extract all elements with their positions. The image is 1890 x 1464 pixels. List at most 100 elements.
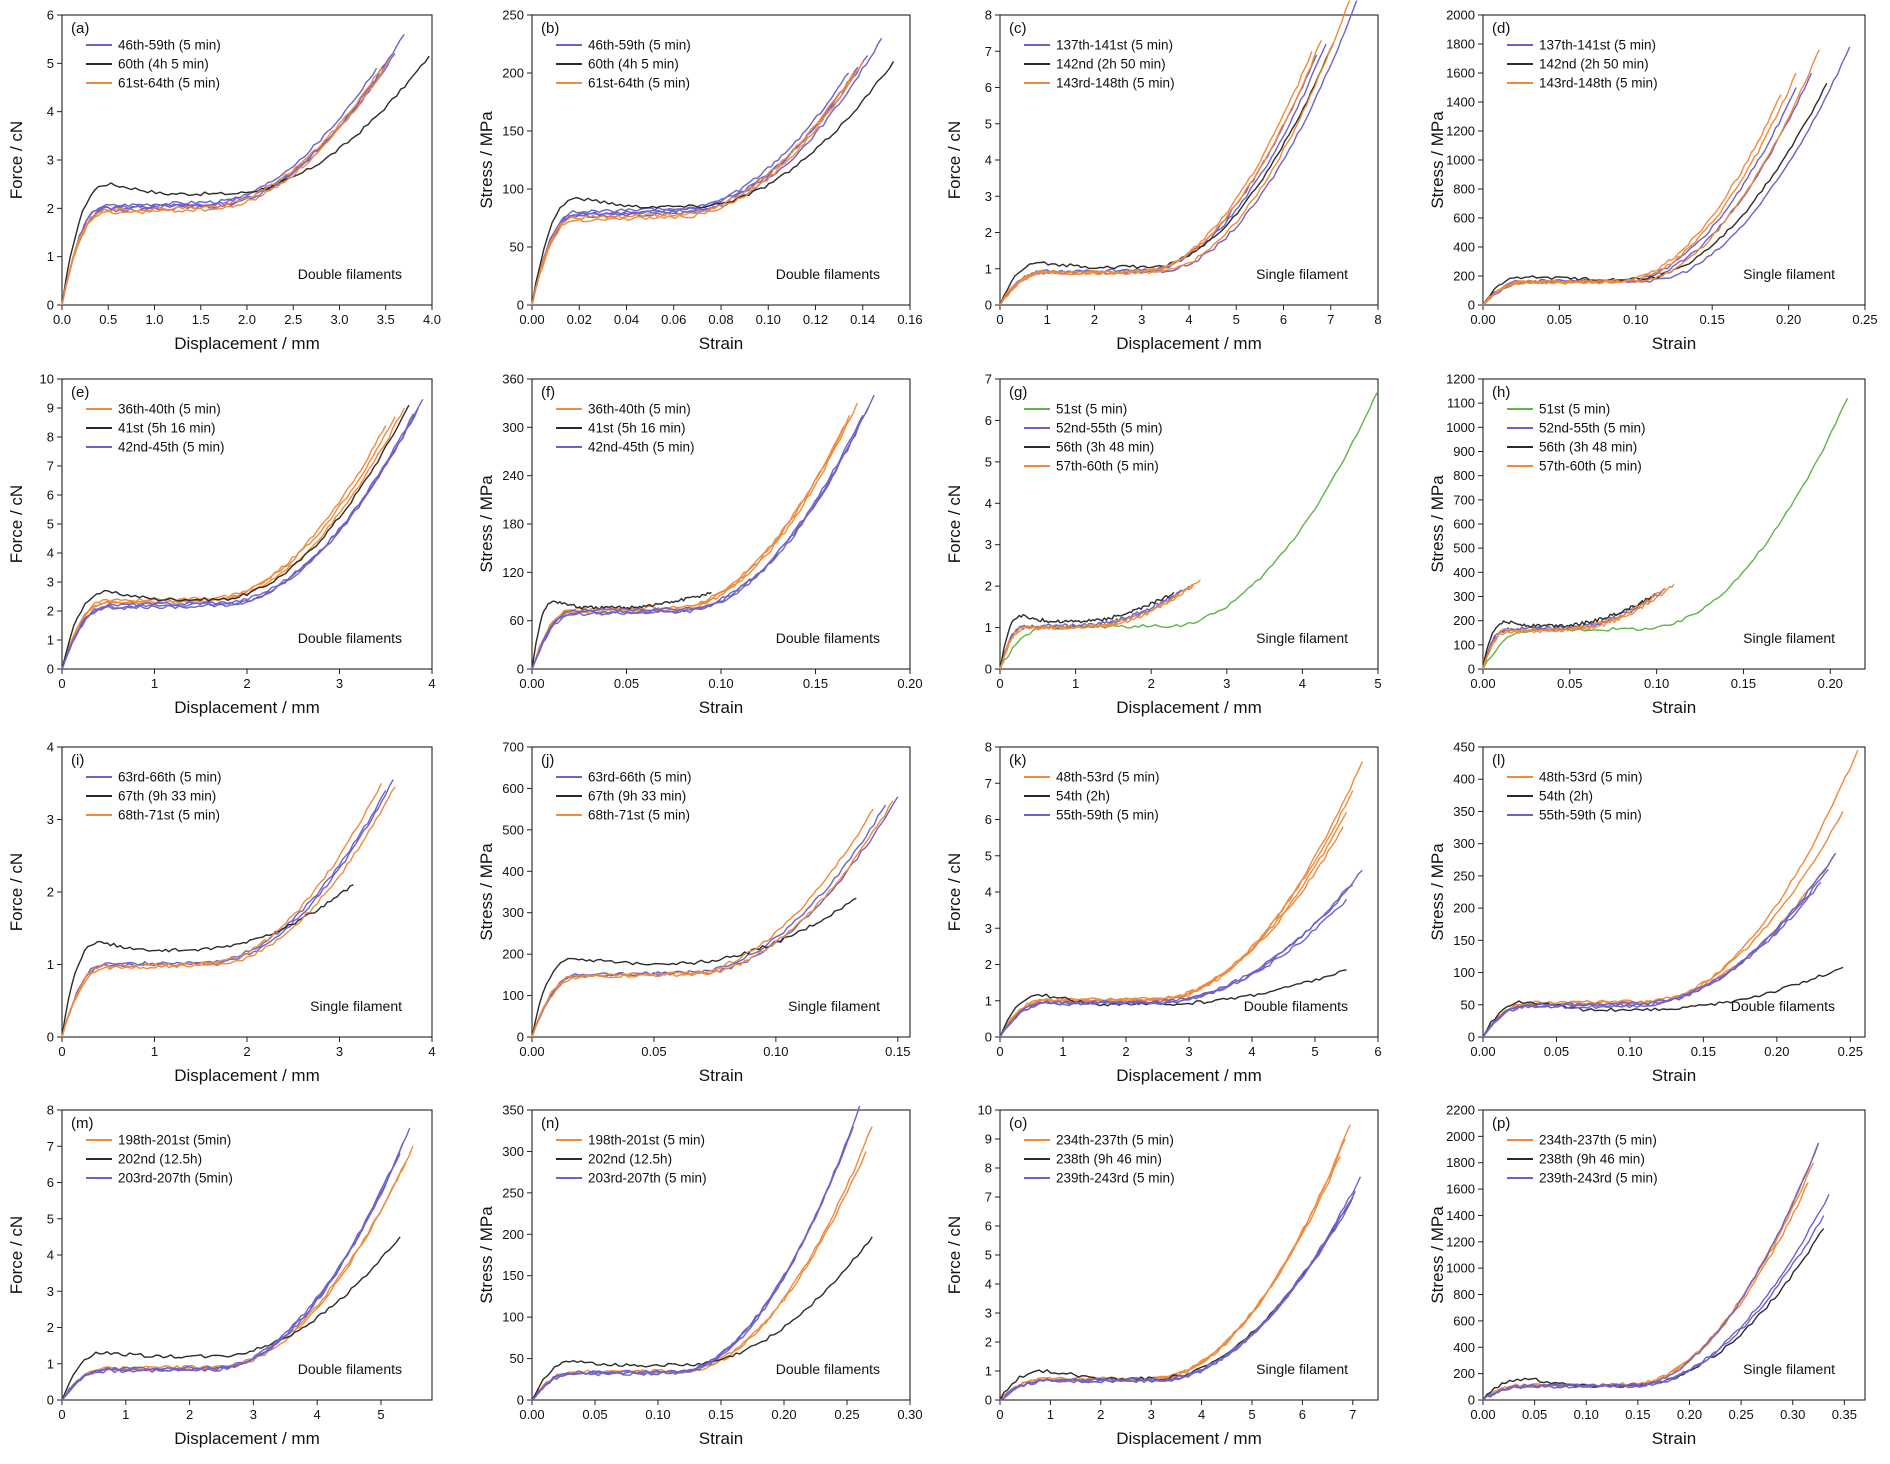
x-tick-label: 0 — [996, 1407, 1003, 1422]
x-axis-title: Strain — [1652, 334, 1696, 353]
x-tick-label: 1.5 — [192, 312, 210, 327]
legend-entry: 67th (9h 33 min) — [118, 789, 216, 804]
y-tick-label: 2 — [985, 957, 992, 972]
y-tick-label: 300 — [1453, 836, 1475, 851]
legend-entry: 137th-141st (5 min) — [1056, 38, 1173, 53]
y-tick-label: 400 — [1453, 772, 1475, 787]
panel-label: (e) — [71, 384, 89, 401]
panel-label: (m) — [71, 1115, 94, 1132]
y-tick-label: 5 — [985, 116, 992, 131]
y-tick-label: 0 — [517, 662, 524, 677]
y-tick-label: 0 — [1468, 298, 1475, 313]
sample-annotation: Single filament — [1256, 1361, 1348, 1377]
y-axis-title: Stress / MPa — [1428, 843, 1447, 941]
panel-label: (i) — [71, 752, 84, 769]
curve-black-1-0 — [531, 61, 895, 306]
x-tick-label: 5 — [1233, 312, 1240, 327]
y-tick-label: 0 — [517, 298, 524, 313]
x-axis-title: Displacement / mm — [174, 334, 319, 353]
x-tick-label: 4 — [1299, 676, 1306, 691]
x-axis-title: Displacement / mm — [1116, 698, 1261, 717]
x-tick-label: 3 — [1148, 1407, 1155, 1422]
x-axis-title: Strain — [1652, 698, 1696, 717]
y-axis-title: Force / cN — [7, 485, 26, 563]
y-tick-label: 50 — [1461, 997, 1475, 1012]
x-tick-label: 7 — [1327, 312, 1334, 327]
curve-purple-0-1 — [531, 804, 887, 1038]
sample-annotation: Double filaments — [1731, 998, 1835, 1014]
legend-entry: 51st (5 min) — [1539, 402, 1610, 417]
x-tick-label: 0.06 — [661, 312, 686, 327]
curve-purple-2-1 — [1482, 1215, 1825, 1401]
y-tick-label: 10 — [978, 1103, 992, 1118]
legend-entry: 54th (2h) — [1539, 789, 1593, 804]
legend-entry: 137th-141st (5 min) — [1539, 38, 1656, 53]
curve-purple-0-2 — [531, 66, 859, 306]
y-tick-label: 0 — [1468, 1030, 1475, 1045]
y-tick-label: 4 — [47, 104, 54, 119]
y-tick-label: 300 — [502, 1144, 524, 1159]
x-tick-label: 0.16 — [897, 312, 922, 327]
sample-annotation: Double filaments — [776, 1361, 880, 1377]
y-tick-label: 100 — [1453, 965, 1475, 980]
x-axis-title: Displacement / mm — [1116, 334, 1261, 353]
legend-entry: 198th-201st (5 min) — [588, 1133, 705, 1148]
x-axis-title: Strain — [1652, 1066, 1696, 1085]
legend-entry: 68th-71st (5 min) — [588, 808, 690, 823]
y-tick-label: 1 — [47, 1356, 54, 1371]
y-tick-label: 200 — [502, 66, 524, 81]
y-tick-label: 1600 — [1446, 66, 1475, 81]
legend-entry: 142nd (2h 50 min) — [1539, 57, 1649, 72]
y-tick-label: 300 — [1453, 589, 1475, 604]
y-tick-label: 300 — [502, 905, 524, 920]
curve-green-0-0 — [1482, 397, 1849, 670]
x-tick-label: 0.15 — [1691, 1044, 1716, 1059]
y-axis-title: Stress / MPa — [1428, 475, 1447, 573]
x-tick-label: 0.25 — [834, 1407, 859, 1422]
legend-entry: 63rd-66th (5 min) — [118, 770, 222, 785]
x-tick-label: 0.05 — [641, 1044, 666, 1059]
curve-orange-2-1 — [999, 40, 1322, 306]
y-tick-label: 4 — [985, 496, 992, 511]
curve-purple-2-2 — [531, 414, 864, 670]
legend-entry: 67th (9h 33 min) — [588, 789, 686, 804]
legend-entry: 198th-201st (5min) — [118, 1133, 231, 1148]
x-tick-label: 0.10 — [708, 676, 733, 691]
y-tick-label: 100 — [1453, 637, 1475, 652]
plot-frame — [1482, 746, 1866, 1038]
x-tick-label: 0.05 — [1544, 1044, 1569, 1059]
curve-orange-3-1 — [999, 583, 1194, 670]
curve-purple-2-1 — [531, 406, 870, 670]
y-tick-label: 3 — [985, 921, 992, 936]
y-tick-label: 250 — [502, 8, 524, 23]
x-axis-title: Displacement / mm — [174, 698, 319, 717]
sample-annotation: Single filament — [1256, 630, 1348, 646]
x-tick-label: 3 — [250, 1407, 257, 1422]
y-tick-label: 1 — [985, 620, 992, 635]
sample-annotation: Single filament — [1743, 266, 1835, 282]
curve-black-2-0 — [999, 591, 1175, 670]
legend-entry: 55th-59th (5 min) — [1539, 808, 1642, 823]
y-axis-title: Force / cN — [7, 1216, 26, 1294]
y-tick-label: 0 — [517, 1030, 524, 1045]
x-axis-title: Displacement / mm — [174, 1066, 319, 1085]
y-tick-label: 1 — [985, 1364, 992, 1379]
y-tick-label: 7 — [985, 44, 992, 59]
legend-entry: 46th-59th (5 min) — [118, 38, 221, 53]
y-tick-label: 1000 — [1446, 153, 1475, 168]
curve-orange-0-1 — [61, 416, 396, 670]
x-tick-label: 3 — [1223, 676, 1230, 691]
curve-orange-2-2 — [1482, 94, 1782, 306]
x-tick-label: 0.15 — [885, 1044, 910, 1059]
plot-frame — [531, 746, 911, 1038]
curve-purple-0-0 — [531, 37, 883, 306]
curve-purple-0-3 — [531, 72, 850, 306]
x-tick-label: 4 — [1185, 312, 1192, 327]
y-tick-label: 50 — [510, 240, 524, 255]
y-tick-label: 7 — [985, 776, 992, 791]
x-tick-label: 0.25 — [1838, 1044, 1863, 1059]
x-tick-label: 0.10 — [756, 312, 781, 327]
y-tick-label: 8 — [985, 740, 992, 755]
x-tick-label: 1 — [1044, 312, 1051, 327]
curve-purple-0-2 — [61, 62, 387, 306]
